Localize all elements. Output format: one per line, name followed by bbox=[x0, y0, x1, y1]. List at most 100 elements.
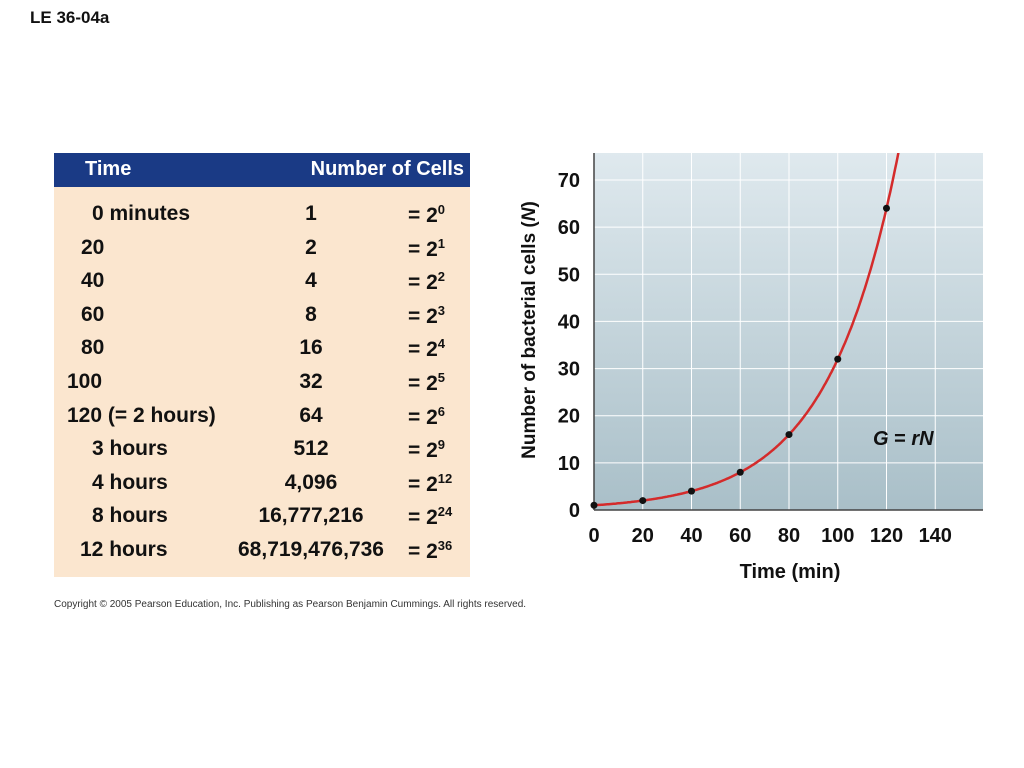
row-cell-count: 4,096 bbox=[284, 470, 338, 494]
data-point bbox=[736, 468, 744, 476]
row-power-of-two: = 21 bbox=[408, 236, 445, 262]
power-exponent: 6 bbox=[437, 403, 446, 419]
row-time: 100 bbox=[67, 369, 103, 393]
power-base: = 2 bbox=[408, 204, 438, 227]
row-time: 3 hours bbox=[92, 437, 168, 461]
equation-annotation: G = rN bbox=[873, 428, 934, 450]
power-exponent: 12 bbox=[437, 470, 453, 486]
x-tick-label: 80 bbox=[778, 525, 800, 547]
power-exponent: 4 bbox=[437, 336, 446, 352]
table-row: 12 hours 68,719,476,736 = 236 bbox=[54, 534, 470, 568]
table-row: 60 8 = 23 bbox=[54, 299, 470, 333]
y-tick-label: 30 bbox=[558, 359, 580, 381]
power-base: = 2 bbox=[408, 304, 438, 328]
row-time: 0 minutes bbox=[92, 202, 191, 225]
power-base: = 2 bbox=[408, 439, 438, 463]
row-power-of-two: = 224 bbox=[408, 504, 452, 530]
table-row: 120 (= 2 hours) 64 = 26 bbox=[54, 400, 470, 434]
header-number-of-cells: Number of Cells bbox=[310, 158, 464, 180]
table-row: 3 hours 512 = 29 bbox=[54, 433, 470, 467]
x-axis-label: Time (min) bbox=[740, 561, 841, 583]
y-tick-label: 50 bbox=[558, 264, 580, 286]
row-power-of-two: = 22 bbox=[408, 269, 445, 295]
row-power-of-two: = 29 bbox=[408, 437, 445, 463]
data-point bbox=[639, 497, 647, 505]
table-header: Time Number of Cells bbox=[54, 153, 470, 187]
power-exponent: 0 bbox=[437, 202, 446, 217]
x-tick-label: 0 bbox=[588, 525, 599, 547]
table-row: 100 32 = 25 bbox=[54, 366, 470, 400]
row-cell-count: 1 bbox=[305, 202, 317, 225]
x-tick-label: 20 bbox=[632, 525, 654, 547]
power-base: = 2 bbox=[408, 237, 438, 261]
power-exponent: 2 bbox=[437, 269, 446, 285]
y-tick-label: 60 bbox=[558, 217, 580, 239]
row-power-of-two: = 212 bbox=[408, 471, 452, 497]
power-base: = 2 bbox=[408, 338, 438, 362]
row-time: 4 hours bbox=[92, 470, 168, 494]
row-power-of-two: = 25 bbox=[408, 370, 445, 396]
row-time: 40 bbox=[81, 269, 105, 293]
x-tick-label: 40 bbox=[680, 525, 702, 547]
row-cell-count: 2 bbox=[305, 235, 317, 259]
y-tick-label: 0 bbox=[569, 500, 580, 522]
data-point bbox=[883, 204, 890, 212]
power-base: = 2 bbox=[408, 472, 438, 496]
table-body: 0 minutes 1 = 20 20 2 = 21 40 4 = 22 60 8 = 23 80 16 =… bbox=[54, 198, 470, 568]
doubling-table: Time Number of Cells 0 minutes 1 = 20 20 2 = … bbox=[54, 153, 470, 577]
power-exponent: 36 bbox=[437, 537, 453, 553]
row-power-of-two: = 20 bbox=[408, 202, 445, 228]
row-power-of-two: = 24 bbox=[408, 336, 445, 362]
x-tick-label: 100 bbox=[821, 525, 854, 547]
row-time: 80 bbox=[81, 336, 105, 360]
power-base: = 2 bbox=[408, 271, 438, 295]
x-tick-label: 60 bbox=[729, 525, 751, 547]
row-cell-count: 68,719,476,736 bbox=[238, 537, 384, 561]
row-cell-count: 512 bbox=[293, 437, 329, 461]
power-base: = 2 bbox=[408, 371, 438, 395]
y-tick-label: 70 bbox=[558, 170, 580, 192]
x-tick-label: 120 bbox=[870, 525, 903, 547]
power-base: = 2 bbox=[408, 506, 438, 530]
x-tick-labels: 0 20 40 60 80 100 120 140 bbox=[588, 525, 952, 547]
row-time: 8 hours bbox=[92, 504, 168, 528]
row-cell-count: 8 bbox=[305, 302, 317, 326]
row-time: 120 (= 2 hours) bbox=[67, 403, 216, 427]
table-row: 8 hours 16,777,216 = 224 bbox=[54, 500, 470, 534]
y-tick-labels: 0 10 20 30 40 50 60 70 bbox=[558, 170, 580, 522]
row-time: 20 bbox=[81, 235, 105, 259]
data-point bbox=[590, 501, 598, 509]
power-base: = 2 bbox=[408, 405, 438, 429]
data-point bbox=[785, 431, 793, 439]
table-row: 4 hours 4,096 = 212 bbox=[54, 467, 470, 501]
row-power-of-two: = 236 bbox=[408, 538, 452, 564]
table-row: 80 16 = 24 bbox=[54, 332, 470, 366]
copyright-notice: Copyright © 2005 Pearson Education, Inc.… bbox=[54, 599, 527, 610]
power-exponent: 1 bbox=[437, 235, 446, 251]
row-time: 60 bbox=[81, 302, 105, 326]
power-exponent: 5 bbox=[437, 369, 446, 385]
slide-label: LE 36-04a bbox=[30, 8, 110, 27]
y-tick-label: 40 bbox=[558, 311, 580, 333]
row-cell-count: 64 bbox=[299, 403, 323, 427]
row-cell-count: 16,777,216 bbox=[258, 504, 364, 528]
data-point bbox=[834, 355, 842, 363]
row-power-of-two: = 26 bbox=[408, 404, 445, 430]
power-exponent: 24 bbox=[437, 504, 453, 520]
header-time: Time bbox=[85, 158, 132, 180]
row-power-of-two: = 23 bbox=[408, 303, 445, 329]
y-tick-label: 20 bbox=[558, 406, 580, 428]
power-base: = 2 bbox=[408, 539, 438, 563]
data-points bbox=[590, 204, 890, 509]
row-cell-count: 4 bbox=[305, 269, 317, 293]
data-point bbox=[688, 487, 695, 495]
y-tick-label: 10 bbox=[558, 453, 580, 475]
x-tick-label: 140 bbox=[919, 525, 952, 547]
table-row: 40 4 = 22 bbox=[54, 265, 470, 299]
y-axis-label: Number of bacterial cells (N) bbox=[519, 201, 540, 459]
table-row: 20 2 = 21 bbox=[54, 232, 470, 266]
power-exponent: 9 bbox=[437, 437, 446, 453]
row-cell-count: 16 bbox=[299, 336, 323, 360]
row-time: 12 hours bbox=[80, 537, 168, 561]
